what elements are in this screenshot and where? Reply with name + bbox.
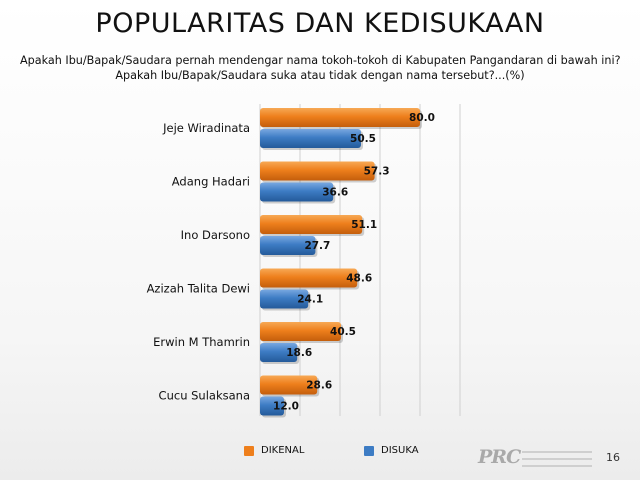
bar-dikenal-jeje-wiradinata — [260, 108, 420, 127]
value-label-disuka-cucu-sulaksana: 12.0 — [273, 401, 299, 413]
value-label-dikenal-cucu-sulaksana: 28.6 — [306, 380, 332, 392]
bar-dikenal-erwin-m-thamrin — [260, 322, 341, 341]
logo-text: PRC — [478, 446, 521, 468]
value-label-dikenal-azizah-talita-dewi: 48.6 — [346, 273, 372, 285]
value-label-dikenal-ino-darsono: 51.1 — [351, 219, 377, 231]
category-label-ino-darsono: Ino Darsono — [181, 228, 250, 242]
bar-disuka-cucu-sulaksana — [260, 396, 284, 416]
page-number: 16 — [606, 451, 620, 464]
category-label-erwin-m-thamrin: Erwin M Thamrin — [153, 335, 250, 349]
bar-disuka-adang-hadari — [260, 182, 334, 202]
category-label-jeje-wiradinata: Jeje Wiradinata — [162, 121, 250, 135]
subtitle-line-1: Apakah Ibu/Bapak/Saudara pernah mendenga… — [20, 54, 621, 67]
bar-disuka-ino-darsono — [260, 236, 316, 255]
slide-subtitle: Apakah Ibu/Bapak/Saudara pernah mendenga… — [20, 53, 621, 83]
legend-label-dikenal: DIKENAL — [261, 445, 305, 456]
value-label-disuka-azizah-talita-dewi: 24.1 — [297, 294, 323, 306]
legend-swatch-dikenal — [244, 445, 254, 456]
legend-disuka: DISUKA — [364, 445, 419, 456]
category-label-azizah-talita-dewi: Azizah Talita Dewi — [147, 282, 250, 296]
category-label-adang-hadari: Adang Hadari — [172, 175, 250, 189]
bar-disuka-azizah-talita-dewi — [260, 289, 309, 309]
bars — [260, 108, 422, 418]
legend-label-disuka: DISUKA — [381, 445, 419, 456]
prc-logo: PRC — [478, 438, 618, 474]
legend-dikenal: DIKENAL — [244, 445, 304, 456]
category-label-cucu-sulaksana: Cucu Sulaksana — [159, 389, 250, 403]
value-label-dikenal-jeje-wiradinata: 80.0 — [409, 112, 435, 124]
subtitle-line-2: Apakah Ibu/Bapak/Saudara suka atau tidak… — [115, 69, 525, 82]
bar-chart: Jeje Wiradinata 80.0 50.5 Adang Hadari 57.3 3… — [147, 104, 461, 418]
value-label-dikenal-erwin-m-thamrin: 40.5 — [330, 326, 356, 338]
bar-dikenal-ino-darsono — [260, 215, 363, 234]
value-label-disuka-adang-hadari: 36.6 — [322, 187, 348, 199]
labels: Jeje Wiradinata 80.0 50.5 Adang Hadari 57.3 3… — [147, 112, 435, 413]
value-label-disuka-jeje-wiradinata: 50.5 — [350, 133, 376, 145]
value-label-dikenal-adang-hadari: 57.3 — [364, 166, 390, 178]
bar-disuka-jeje-wiradinata — [260, 129, 361, 148]
bar-disuka-erwin-m-thamrin — [260, 343, 298, 362]
bar-dikenal-azizah-talita-dewi — [260, 268, 358, 288]
legend-swatch-disuka — [364, 445, 374, 456]
bar-dikenal-cucu-sulaksana — [260, 375, 318, 395]
grid-lines — [259, 104, 461, 416]
value-label-disuka-ino-darsono: 27.7 — [304, 240, 330, 252]
slide-title: POPULARITAS DAN KEDISUKAAN — [95, 8, 545, 39]
logo-lines — [522, 451, 592, 472]
bar-dikenal-adang-hadari — [260, 161, 375, 181]
value-label-disuka-erwin-m-thamrin: 18.6 — [286, 347, 312, 359]
